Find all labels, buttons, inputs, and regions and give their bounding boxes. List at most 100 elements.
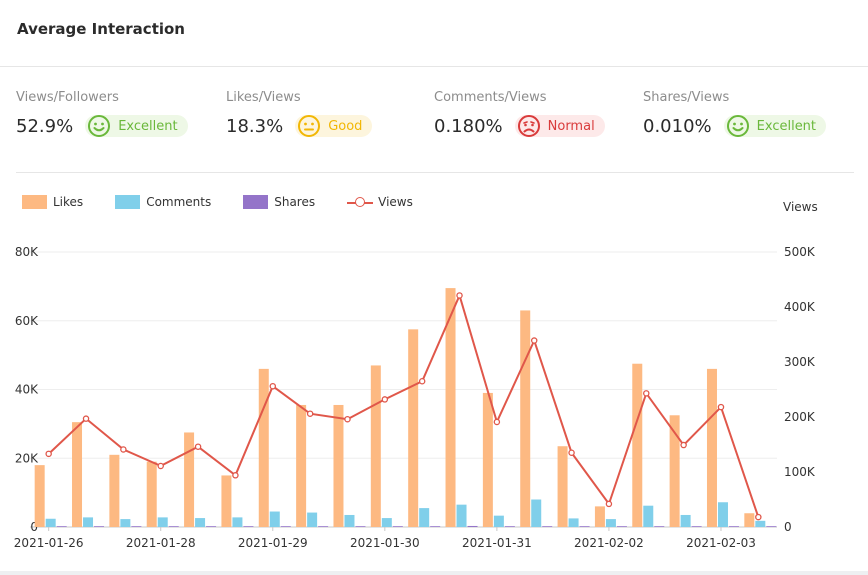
bar-comments	[381, 518, 392, 527]
y-tick-label: 60K	[15, 314, 39, 328]
bar-comments	[605, 519, 616, 527]
bar-likes	[296, 404, 307, 527]
y2-tick-label: 0	[784, 520, 792, 534]
views-point	[82, 415, 90, 422]
bar-likes	[184, 432, 195, 527]
legend-item-likes[interactable]: Likes	[22, 195, 83, 209]
bar-comments	[307, 512, 318, 527]
metric-value: 18.3%	[226, 115, 284, 137]
bar-comments	[717, 502, 728, 527]
legend-item-views[interactable]: Views	[347, 195, 413, 209]
views-point	[344, 415, 351, 423]
metric-label: Likes/Views	[226, 90, 301, 105]
status-badge-label: Excellent	[118, 118, 178, 134]
bottom-divider	[0, 571, 868, 575]
bar-likes	[34, 465, 45, 527]
views-point	[45, 450, 52, 458]
status-badge-label: Normal	[547, 118, 595, 134]
bar-comments	[344, 514, 355, 527]
frown-icon	[517, 115, 540, 137]
views-point	[306, 410, 314, 417]
y-tick-label: 80K	[15, 245, 39, 259]
bar-shares	[318, 526, 329, 527]
bar-comments	[643, 505, 654, 527]
y2-tick-label: 100K	[784, 465, 816, 479]
x-tick-label: 2021-02-02	[574, 536, 644, 550]
legend-item-comments[interactable]: Comments	[115, 195, 211, 209]
views-point	[120, 446, 127, 453]
views-point	[381, 396, 389, 403]
bar-comments	[456, 504, 467, 527]
metric-label: Shares/Views	[643, 90, 730, 105]
legend-line-marker	[347, 195, 374, 209]
metric-likes-views: Likes/Views 18.3% Good	[226, 90, 426, 137]
bar-shares	[504, 526, 515, 527]
bar-shares	[355, 526, 366, 527]
bar-shares	[728, 526, 739, 527]
neutral-face-icon	[298, 115, 321, 137]
metric-label: Views/Followers	[16, 90, 119, 105]
bar-likes	[146, 461, 157, 527]
y2-tick-label: 500K	[784, 245, 816, 259]
bar-comments	[531, 499, 542, 527]
y2-tick-label: 300K	[784, 355, 816, 369]
status-badge: Normal	[514, 115, 605, 137]
views-point	[269, 382, 277, 390]
bar-shares	[616, 526, 627, 527]
bar-comments	[269, 511, 280, 527]
bar-shares	[280, 526, 291, 527]
views-point	[680, 441, 687, 449]
bar-likes	[482, 392, 493, 527]
smile-icon	[88, 115, 111, 137]
views-point	[493, 418, 501, 426]
bar-comments	[232, 517, 243, 527]
chart-legend: Likes Comments Shares Views	[22, 195, 445, 209]
bar-shares	[56, 526, 67, 527]
bar-likes	[744, 513, 755, 527]
y-tick-label: 20K	[15, 451, 39, 465]
bar-shares	[542, 526, 553, 527]
legend-swatch	[22, 195, 47, 209]
y2-tick-label: 200K	[784, 410, 816, 424]
bar-comments	[195, 518, 206, 527]
metric-value: 0.010%	[643, 115, 712, 137]
bar-shares	[430, 526, 441, 527]
y-tick-label: 0	[30, 520, 38, 534]
bar-likes	[669, 415, 680, 527]
views-point	[530, 337, 538, 344]
page-title: Average Interaction	[17, 20, 185, 38]
views-line	[47, 292, 760, 518]
status-badge: Good	[295, 115, 373, 137]
legend-label: Views	[378, 195, 413, 209]
bar-likes	[109, 454, 120, 527]
views-point	[194, 443, 202, 450]
x-tick-label: 2021-01-29	[238, 536, 308, 550]
legend-swatch	[243, 195, 269, 209]
bar-shares	[206, 526, 217, 527]
bar-likes	[72, 422, 83, 527]
bar-shares	[654, 526, 665, 527]
bar-comments	[120, 519, 131, 527]
bar-likes	[445, 288, 456, 527]
bar-likes	[557, 446, 568, 527]
bar-likes	[370, 365, 381, 527]
bar-comments	[755, 520, 766, 527]
views-point	[605, 500, 613, 508]
bar-likes	[258, 368, 269, 527]
status-badge: Excellent	[85, 115, 188, 137]
metric-views-followers: Views/Followers 52.9% Excellent	[16, 90, 216, 137]
views-point	[568, 449, 575, 456]
bar-likes	[594, 506, 605, 527]
bar-comments	[45, 518, 56, 527]
status-badge: Excellent	[723, 115, 827, 137]
bar-shares	[766, 526, 777, 527]
bar-likes	[706, 368, 717, 527]
x-tick-label: 2021-01-30	[350, 536, 420, 550]
legend-item-shares[interactable]: Shares	[243, 195, 315, 209]
bar-comments	[419, 508, 430, 527]
views-point	[717, 403, 725, 411]
bar-likes	[333, 404, 344, 527]
views-point	[157, 462, 164, 470]
y2-axis-title: Views	[783, 200, 818, 214]
x-tick-label: 2021-02-03	[686, 536, 756, 550]
